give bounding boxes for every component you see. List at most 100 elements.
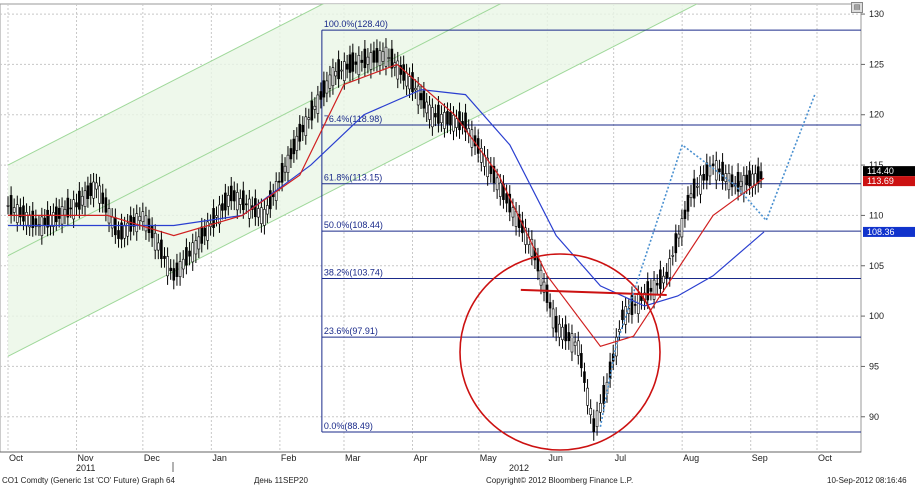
candle-body — [576, 340, 580, 356]
price-tag-box — [863, 226, 915, 237]
x-month-label: Oct — [9, 453, 24, 463]
candle-body — [739, 180, 743, 187]
fib-level-label: 38.2%(103.74) — [324, 267, 383, 277]
projection-line — [599, 94, 816, 427]
candle-body — [381, 51, 385, 62]
candle-body — [166, 256, 169, 277]
candle-body — [624, 306, 627, 325]
footer-bar: CO1 Comdty (Generic 1st 'CO' Future) Gra… — [0, 475, 915, 487]
candle-body — [319, 91, 323, 100]
candle-body — [194, 240, 198, 255]
candle-body — [238, 198, 242, 205]
candle-body — [185, 247, 188, 266]
candle-body — [178, 261, 182, 278]
x-month-label: Apr — [414, 453, 428, 463]
x-month-label: Sep — [752, 453, 768, 463]
candle-body — [40, 216, 44, 236]
candle-body — [114, 217, 117, 236]
candle-body — [508, 193, 512, 213]
price-tag-label: 113.69 — [867, 176, 894, 186]
price-tag-box — [863, 166, 915, 177]
candle-body — [545, 284, 549, 303]
candle-body — [369, 52, 373, 70]
candle-body — [19, 207, 22, 218]
plot-area: 90 95 100 105 110 115 120 125 130 Oct Nov Dec Jan Feb… — [0, 3, 915, 473]
candle-body — [345, 63, 349, 70]
candle-body — [711, 163, 715, 167]
candle-body — [419, 93, 423, 101]
candle-body — [357, 55, 361, 75]
price-tag-label: 114.40 — [867, 166, 894, 176]
candle-body — [163, 255, 166, 259]
candle-body — [69, 207, 73, 210]
candle-body — [307, 117, 311, 120]
candle-body — [200, 226, 204, 244]
candle-body — [123, 225, 126, 239]
candle-body — [655, 282, 659, 286]
candle-body — [206, 221, 209, 241]
candle-body — [248, 198, 251, 219]
candle-body — [431, 107, 434, 128]
candle-body — [387, 57, 391, 59]
candle-body — [455, 118, 458, 128]
neckline — [520, 288, 667, 296]
candle-body — [464, 112, 467, 133]
candle-body — [586, 387, 589, 406]
candle-body — [280, 162, 284, 183]
candle-body — [80, 195, 84, 206]
candle-body — [292, 138, 296, 155]
candle-body — [646, 281, 650, 301]
candle-body — [489, 165, 493, 175]
candle-body — [505, 193, 508, 204]
candle-body — [533, 248, 537, 261]
candle-body — [745, 174, 749, 186]
candle-body — [83, 190, 87, 207]
x-month-label: Nov — [78, 453, 95, 463]
candle-body — [298, 123, 302, 142]
candle-body — [12, 207, 16, 213]
candle-body — [702, 173, 705, 181]
copyright-text: Copyright© 2012 Bloomberg Finance L.P. — [486, 476, 634, 485]
period-label: День 11SEP20 — [254, 476, 308, 485]
candle-body — [98, 185, 101, 204]
candle-body — [277, 180, 281, 183]
candle-body — [708, 165, 712, 177]
x-month-label: Aug — [683, 453, 699, 463]
timestamp-text: 10-Sep-2012 08:16:46 — [827, 476, 907, 485]
candle-body — [618, 329, 621, 332]
fib-level-label: 0.0%(88.49) — [324, 421, 373, 431]
x-month-label: Feb — [281, 453, 297, 463]
candle-body — [141, 211, 145, 222]
y-tick-label: 110 — [869, 210, 883, 220]
candle-body — [135, 213, 139, 233]
candle-body — [89, 182, 93, 196]
chart-menu-icon[interactable]: ▤ — [851, 2, 863, 13]
candle-body — [539, 269, 543, 286]
candle-body — [659, 269, 662, 289]
candle-body — [683, 209, 687, 219]
candle-body — [558, 323, 561, 338]
price-tag-label: 108.36 — [867, 227, 895, 237]
candle-body — [289, 148, 293, 160]
candle-body — [636, 294, 640, 315]
candle-body — [530, 238, 534, 257]
candle-body — [263, 209, 266, 226]
candle-body — [492, 165, 496, 184]
candle-body — [257, 208, 260, 218]
candle-body — [605, 381, 609, 395]
candle-body — [49, 214, 52, 227]
candle-body — [751, 173, 754, 189]
candle-body — [110, 216, 114, 229]
candle-body — [428, 104, 431, 120]
candle-body — [599, 402, 602, 413]
candle-body — [748, 170, 751, 187]
candle-body — [680, 218, 684, 238]
candle-body — [172, 268, 176, 281]
candle-body — [414, 87, 417, 91]
y-tick-label: 130 — [869, 9, 884, 19]
candle-body — [440, 114, 443, 124]
candle-body — [573, 341, 577, 346]
candle-body — [363, 48, 367, 69]
candle-body — [705, 162, 709, 181]
